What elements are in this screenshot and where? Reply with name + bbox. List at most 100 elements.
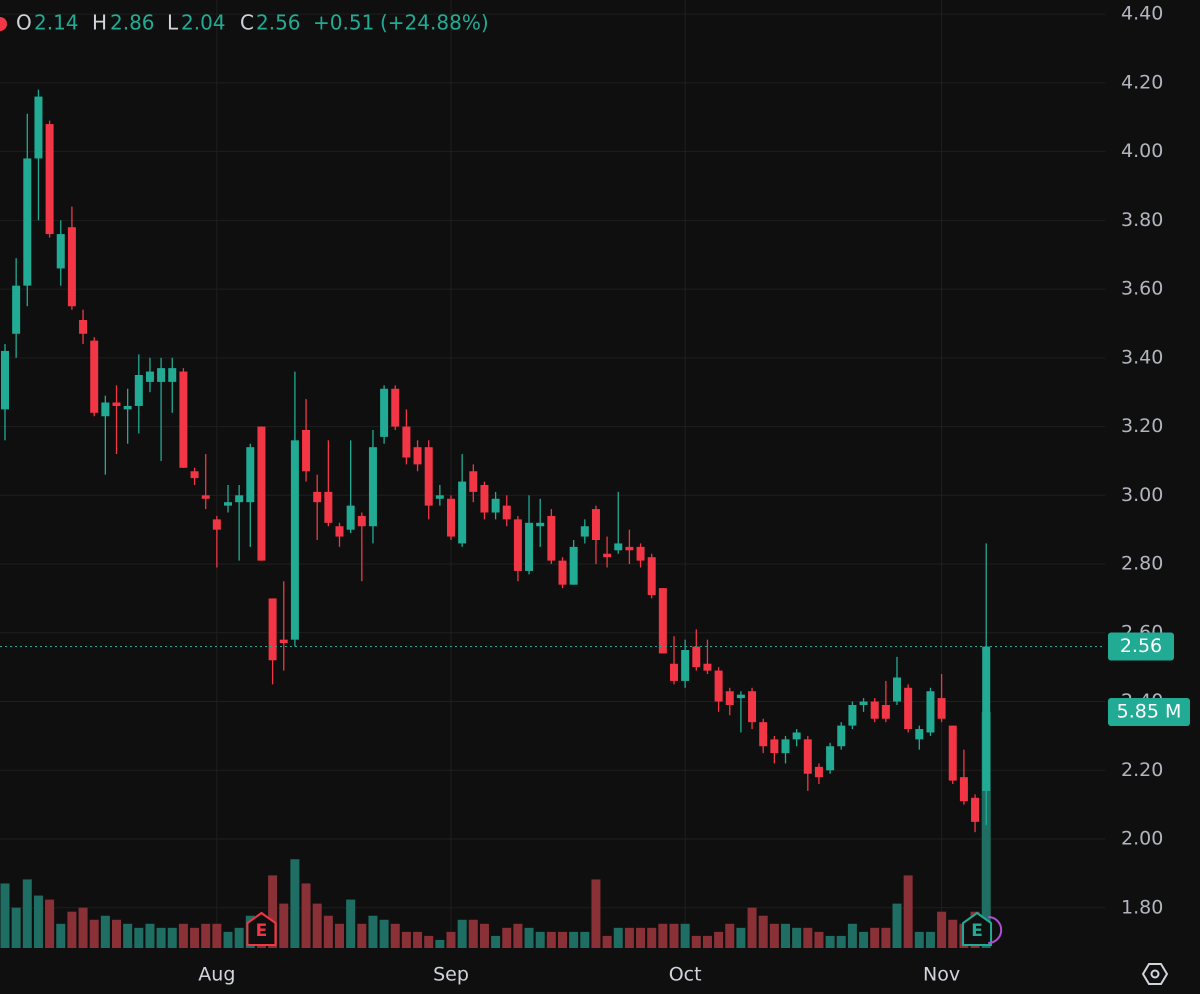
volume-bar bbox=[45, 899, 55, 948]
volume-bar bbox=[279, 903, 289, 948]
candle-body bbox=[212, 519, 221, 530]
candle-body bbox=[313, 491, 322, 503]
volume-bar bbox=[524, 927, 534, 948]
candle-body bbox=[614, 543, 623, 551]
candle-body bbox=[692, 646, 701, 668]
volume-bar bbox=[892, 903, 902, 948]
grid bbox=[0, 0, 1105, 948]
volume-bar bbox=[881, 927, 891, 948]
volume-bar bbox=[413, 931, 423, 948]
volume-bar bbox=[669, 923, 679, 948]
candle-body bbox=[491, 498, 500, 513]
settings-icon[interactable] bbox=[1141, 963, 1169, 985]
volume-bar bbox=[825, 935, 835, 948]
volume-bar bbox=[156, 927, 166, 948]
candle-body bbox=[123, 405, 132, 410]
candle-body bbox=[12, 285, 21, 334]
volume-bar bbox=[624, 927, 634, 948]
ohlc-value: 2.86 bbox=[110, 11, 155, 35]
x-tick-label: Aug bbox=[198, 964, 235, 986]
y-tick-label: 4.40 bbox=[1121, 3, 1163, 25]
candle-body bbox=[224, 502, 232, 506]
candle-body bbox=[814, 766, 823, 778]
candle-body bbox=[302, 430, 311, 472]
candle-body bbox=[547, 515, 556, 561]
earnings-label: E bbox=[971, 921, 983, 941]
y-tick-label: 4.20 bbox=[1121, 71, 1163, 93]
volume-bar bbox=[502, 927, 512, 948]
candle-body bbox=[447, 498, 455, 537]
y-tick-label: 4.00 bbox=[1121, 140, 1163, 162]
volume-bar bbox=[56, 923, 66, 948]
candle-body bbox=[703, 663, 712, 671]
volume-bar bbox=[457, 919, 467, 948]
volume-bar bbox=[803, 927, 813, 948]
candle-body bbox=[937, 698, 946, 719]
volume-bar bbox=[190, 927, 200, 948]
ohlc-key: L bbox=[167, 11, 179, 35]
volume-bar bbox=[446, 931, 456, 948]
volume-bar bbox=[424, 935, 434, 948]
candle-body bbox=[235, 495, 244, 503]
candle-body bbox=[982, 646, 991, 791]
candle-body bbox=[647, 557, 656, 595]
volume-bar bbox=[981, 712, 991, 948]
volume-bar bbox=[123, 923, 133, 948]
volume-bar bbox=[357, 923, 367, 948]
candle-body bbox=[525, 522, 534, 571]
ohlc-key: O bbox=[16, 11, 32, 35]
candle-body bbox=[424, 447, 433, 506]
candle-body bbox=[826, 746, 835, 771]
volume-bar bbox=[268, 875, 278, 948]
volume-bar bbox=[591, 879, 601, 948]
volume-bar bbox=[937, 911, 947, 948]
volume-bar bbox=[558, 931, 567, 948]
volume-bar bbox=[223, 931, 233, 948]
candle-body bbox=[480, 484, 489, 513]
candle-body bbox=[893, 677, 901, 702]
candle-body bbox=[268, 598, 277, 661]
candle-body bbox=[681, 649, 690, 681]
candle-body bbox=[736, 694, 745, 699]
y-tick-label: 2.80 bbox=[1121, 553, 1163, 575]
volume-bar bbox=[680, 923, 690, 948]
candle-body bbox=[881, 704, 890, 719]
volume-bar bbox=[312, 903, 322, 948]
candle-body bbox=[79, 320, 88, 334]
ohlc-value: 2.14 bbox=[34, 11, 79, 35]
candle-body bbox=[257, 426, 266, 561]
y-tick-label: 3.20 bbox=[1121, 415, 1163, 437]
candle-body bbox=[179, 371, 188, 468]
candle-body bbox=[770, 739, 779, 754]
volume-bar bbox=[0, 883, 10, 948]
candle-body bbox=[948, 725, 957, 781]
volume-bar bbox=[580, 931, 590, 948]
volume-bar bbox=[212, 923, 222, 948]
volume-bar bbox=[11, 907, 21, 948]
volume-bar bbox=[234, 927, 244, 948]
candle-body bbox=[23, 158, 32, 286]
candle-body bbox=[725, 691, 734, 705]
y-tick-label: 3.80 bbox=[1121, 209, 1163, 231]
volume-bar bbox=[602, 935, 612, 948]
candle-body bbox=[536, 522, 545, 527]
candle-body bbox=[636, 546, 645, 561]
ohlc-value: 2.56 bbox=[256, 11, 301, 35]
candle-body bbox=[413, 447, 422, 465]
volume-bar bbox=[948, 919, 958, 948]
volume-bar bbox=[390, 923, 400, 948]
ohlc-value: 2.04 bbox=[181, 11, 226, 35]
volume-bar bbox=[323, 915, 333, 948]
settings-dot bbox=[1150, 969, 1160, 979]
overlay: 2.56 5.85 M E E bbox=[0, 632, 1190, 946]
x-tick-label: Sep bbox=[433, 964, 469, 986]
candle-body bbox=[558, 560, 567, 585]
x-tick-label: Nov bbox=[923, 964, 960, 986]
volume-bar bbox=[89, 919, 99, 948]
y-tick-label: 3.60 bbox=[1121, 278, 1163, 300]
candle-body bbox=[837, 725, 846, 747]
candle-body bbox=[67, 227, 76, 307]
volume-bar bbox=[546, 931, 556, 948]
candles bbox=[1, 89, 991, 833]
